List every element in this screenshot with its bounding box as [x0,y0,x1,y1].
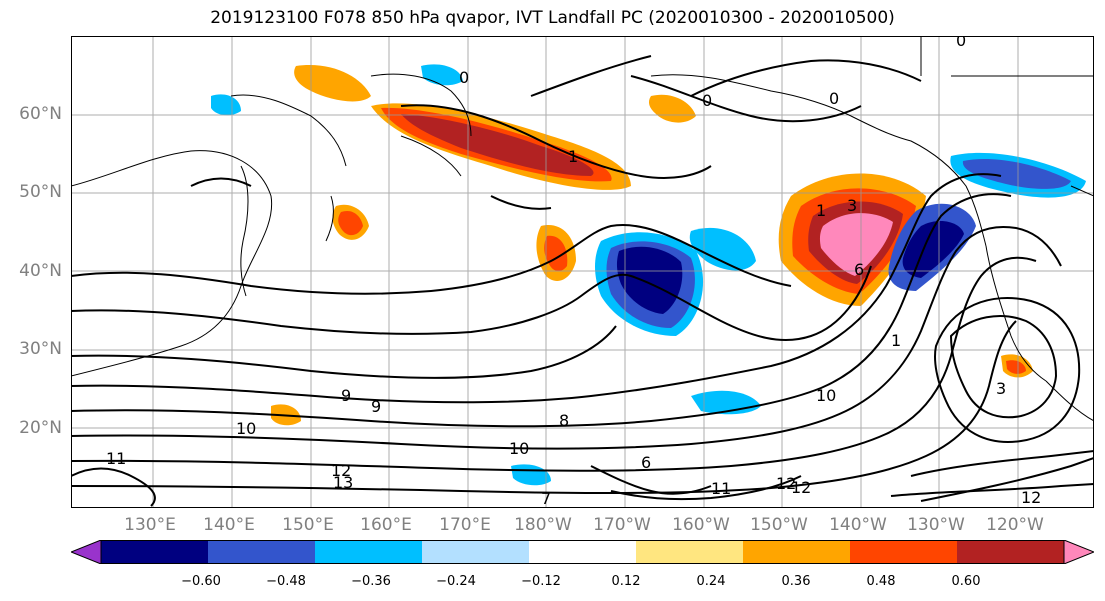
contour-label: 0 [829,89,839,108]
colorbar-tick: 0.24 [696,574,726,589]
lon-label-140e: 140°E [203,515,255,535]
contour-label: 12 [331,461,351,480]
colorbar-segment [422,540,530,564]
colorbar-tick: −0.24 [436,574,476,589]
colorbar-tick: 0.36 [781,574,811,589]
contour-label: 1 [568,147,578,166]
colorbar-tick: −0.48 [266,574,306,589]
graticule [71,36,1094,508]
colorbar-segment [636,540,744,564]
lon-label-150e: 150°E [282,515,334,535]
colorbar-tick: −0.36 [351,574,391,589]
contour-label: 0 [459,68,469,87]
lat-label-50n: 50°N [19,182,62,202]
contour-label: 11 [711,479,731,498]
lon-label-170w: 170°W [593,515,651,535]
contour-label: 6 [854,260,864,279]
positive-anomaly-patches [271,65,1033,426]
contour-lines [70,55,1095,507]
contour-label: 3 [996,379,1006,398]
colorbar-segment [529,540,637,564]
contour-label: 11 [106,449,126,468]
contour-label: 3 [847,196,857,215]
colorbar-tick: 0.12 [611,574,641,589]
colorbar-tick: −0.12 [521,574,561,589]
contour-label: 7 [541,489,551,508]
contour-label: 10 [236,419,256,438]
contour-label: 9 [371,397,381,416]
colorbar-tick: 0.48 [866,574,896,589]
lon-label-120w: 120°W [986,515,1044,535]
colorbar-segment [957,540,1065,564]
contour-label: 0 [702,91,712,110]
lon-label-130e: 130°E [124,515,176,535]
lat-label-30n: 30°N [19,339,62,359]
lon-label-170e: 170°E [439,515,491,535]
contour-label: 12 [776,474,796,493]
map-canvas: 0 0 0 0 1 1 1 3 3 6 9 9 8 10 10 10 11 11… [70,31,1095,508]
lat-label-20n: 20°N [19,418,62,438]
colorbar-tick: 0.60 [951,574,981,589]
contour-label: 10 [816,386,836,405]
contour-label: 9 [341,386,351,405]
colorbar-tick: −0.60 [181,574,221,589]
colorbar-segment [850,540,958,564]
contour-label: 6 [641,453,651,472]
lat-label-60n: 60°N [19,104,62,124]
colorbar-extend-low [69,539,102,565]
colorbar [69,539,1096,565]
contour-label: 0 [956,36,966,50]
contour-label: 1 [891,331,901,350]
coastlines [70,36,1095,422]
map-panel: 0 0 0 0 1 1 1 3 3 6 9 9 8 10 10 10 11 11… [70,31,1095,508]
contour-label: 8 [559,411,569,430]
lat-label-40n: 40°N [19,261,62,281]
colorbar-frame [100,540,1065,564]
contour-label: 12 [1021,488,1041,507]
lon-label-160e: 160°E [360,515,412,535]
lon-label-150w: 150°W [750,515,808,535]
colorbar-graphic [69,539,1096,565]
contour-label: 12 [791,478,811,497]
lon-label-140w: 140°W [829,515,887,535]
contour-label: 1 [816,201,826,220]
contour-label: 13 [333,473,353,492]
contour-label-group: 0 0 0 0 1 1 1 3 3 6 9 9 8 10 10 10 11 11… [106,31,1041,508]
lon-label-130w: 130°W [907,515,965,535]
contour-label: 10 [509,439,529,458]
map-title: 2019123100 F078 850 hPa qvapor, IVT Land… [210,8,895,28]
colorbar-segment [101,540,209,564]
colorbar-extend-high [1063,539,1096,565]
colorbar-segment [315,540,423,564]
lon-label-180w: 180°W [514,515,572,535]
colorbar-segment [208,540,316,564]
lon-label-160w: 160°W [672,515,730,535]
colorbar-segment [743,540,851,564]
